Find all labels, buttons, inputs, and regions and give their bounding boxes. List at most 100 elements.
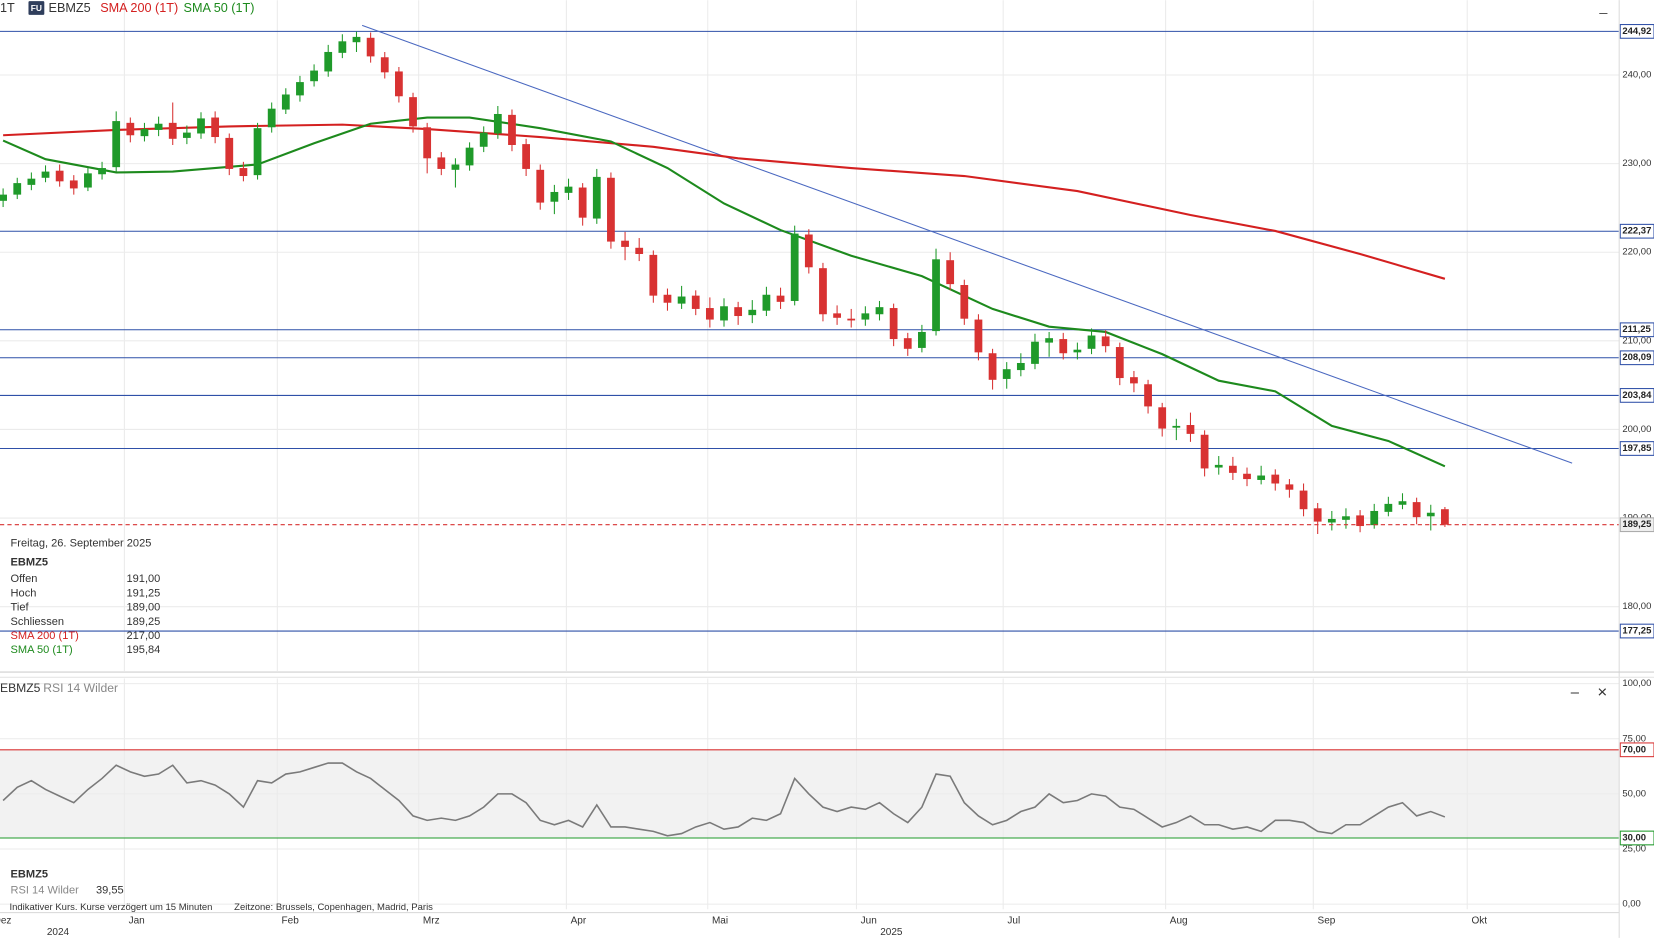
candle-body — [578, 187, 587, 218]
candle-body — [847, 318, 856, 321]
axis-value-label: 222,37 — [1622, 226, 1651, 237]
info-symbol: EBMZ5 — [11, 556, 49, 568]
x-tick-label: Mrz — [423, 916, 440, 927]
candle-body — [324, 51, 333, 72]
candle-body — [734, 307, 743, 317]
axis-value-label: 189,25 — [1622, 519, 1652, 530]
candle-body — [168, 122, 177, 139]
y-tick-label: 75,00 — [1622, 733, 1646, 744]
candle-body — [1356, 515, 1364, 527]
axis-value-label: 203,84 — [1622, 390, 1652, 401]
minimize-button[interactable]: – — [1599, 6, 1608, 22]
candle-body — [1285, 484, 1294, 490]
candle-body — [0, 194, 7, 201]
candle-body — [112, 121, 121, 168]
candle-body — [875, 307, 884, 315]
candle-body — [225, 137, 234, 169]
candle-body — [918, 331, 926, 348]
info-value: 217,00 — [126, 630, 160, 642]
candle-body — [536, 169, 545, 203]
candle-body — [932, 259, 940, 332]
x-tick-label: Feb — [282, 916, 300, 927]
candle-body — [762, 294, 771, 311]
x-tick-label: Apr — [571, 916, 587, 927]
axis-value-box — [1619, 830, 1654, 846]
axis-value-box — [1619, 623, 1654, 639]
candle-body — [804, 234, 813, 268]
candle-body — [1398, 501, 1407, 505]
candle-body — [154, 123, 163, 130]
x-tick-label: Okt — [1471, 916, 1487, 927]
info-label: Tief — [11, 602, 30, 614]
year-label: 2024 — [47, 927, 70, 938]
axis-value-label: 211,25 — [1622, 324, 1651, 335]
year-label: 2025 — [880, 927, 903, 938]
info-label: Hoch — [11, 587, 37, 599]
candle-body — [1016, 362, 1025, 371]
rsi-footer-indicator: RSI 14 Wilder — [11, 884, 80, 896]
candle-body — [69, 180, 78, 189]
axis-value-box — [1619, 517, 1654, 533]
axis-value-box — [1619, 742, 1654, 758]
legend: 1T FU EBMZ5 SMA 200 (1T) SMA 50 (1T) – — [0, 1, 1608, 22]
rsi-panel — [0, 678, 1620, 910]
candle-body — [1186, 425, 1195, 434]
candle-body — [861, 313, 870, 320]
candle-body — [197, 118, 205, 134]
badge-box — [28, 1, 45, 15]
candle-body — [84, 173, 92, 188]
candle-body — [267, 108, 276, 128]
candle-body — [1342, 516, 1350, 520]
candle-body — [1370, 510, 1379, 526]
candle-body — [13, 183, 22, 195]
legend-symbol: EBMZ5 — [49, 1, 91, 15]
candle-body — [691, 295, 700, 309]
trend-line — [361, 24, 1573, 464]
x-tick-label: Jul — [1007, 916, 1020, 927]
rsi-header: EBMZ5 RSI 14 Wilder – × EBMZ5 RSI 14 Wil… — [0, 681, 1607, 913]
candle-body — [211, 117, 220, 138]
minimize-button[interactable]: – — [1571, 685, 1580, 701]
y-tick-label: 200,00 — [1622, 424, 1651, 435]
axis-value-box — [1619, 441, 1654, 456]
candle-body — [41, 171, 50, 178]
candle-body — [635, 247, 644, 254]
candle-body — [1384, 503, 1393, 512]
axes: Dez Jan Feb Mrz Apr Mai Jun Jul Aug Sep Okt 2024 202… — [0, 24, 1654, 938]
x-tick-label: Sep — [1318, 916, 1336, 927]
axis-value-label: 70,00 — [1622, 744, 1646, 755]
axis-value-box — [1619, 322, 1654, 338]
candle-body — [550, 191, 559, 202]
candle-body — [776, 295, 785, 302]
info-value: 191,25 — [126, 587, 160, 599]
candle-body — [607, 177, 615, 242]
rsi-indicator: RSI 14 Wilder — [43, 681, 118, 695]
candle-body — [833, 313, 841, 318]
candle-body — [1271, 474, 1280, 484]
info-value: 191,00 — [126, 573, 160, 585]
candle-body — [423, 127, 432, 159]
candle-body — [522, 144, 531, 169]
rsi-symbol: EBMZ5 — [0, 681, 41, 695]
candle-body — [1144, 384, 1152, 407]
candle-body — [1059, 339, 1068, 354]
candle-body — [126, 122, 135, 136]
candle-body — [621, 240, 629, 247]
sma-line — [3, 123, 1446, 280]
candle-body — [720, 306, 728, 321]
candle-body — [592, 176, 601, 219]
candle-body — [1101, 336, 1110, 347]
candle-body — [182, 132, 191, 138]
candle-body — [960, 285, 969, 319]
candle-body — [493, 113, 502, 134]
candle-body — [366, 37, 375, 57]
close-button[interactable]: × — [1597, 683, 1607, 702]
info-label: SMA 200 (1T) — [11, 630, 79, 642]
axis-value-label: 197,85 — [1622, 443, 1652, 454]
axis-value-box — [1619, 350, 1654, 366]
y-tick-label: 240,00 — [1622, 69, 1651, 80]
candle-body — [98, 168, 106, 175]
info-value: 189,00 — [126, 602, 160, 614]
candle-body — [1172, 425, 1181, 428]
